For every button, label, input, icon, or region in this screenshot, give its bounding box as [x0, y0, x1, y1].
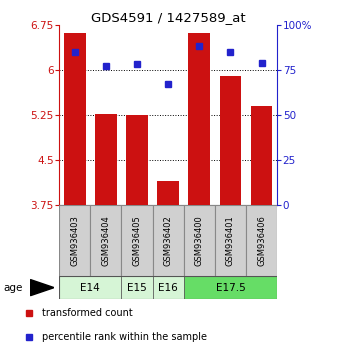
- Polygon shape: [30, 280, 54, 296]
- Bar: [64, 33, 86, 205]
- Bar: [251, 106, 272, 205]
- Text: GSM936403: GSM936403: [70, 215, 79, 266]
- Bar: [121, 276, 152, 299]
- Bar: [59, 205, 90, 276]
- Text: GSM936405: GSM936405: [132, 215, 142, 266]
- Text: age: age: [3, 282, 23, 293]
- Text: GSM936401: GSM936401: [226, 215, 235, 266]
- Text: GSM936400: GSM936400: [195, 215, 204, 266]
- Text: GSM936406: GSM936406: [257, 215, 266, 266]
- Bar: [121, 205, 152, 276]
- Text: E14: E14: [80, 282, 100, 293]
- Bar: [184, 276, 277, 299]
- Bar: [157, 181, 179, 205]
- Text: percentile rank within the sample: percentile rank within the sample: [42, 332, 207, 342]
- Bar: [126, 115, 148, 205]
- Bar: [90, 205, 121, 276]
- Title: GDS4591 / 1427589_at: GDS4591 / 1427589_at: [91, 11, 245, 24]
- Text: transformed count: transformed count: [42, 308, 133, 318]
- Text: E15: E15: [127, 282, 147, 293]
- Text: GSM936402: GSM936402: [164, 215, 173, 266]
- Bar: [59, 276, 121, 299]
- Text: E16: E16: [158, 282, 178, 293]
- Bar: [152, 205, 184, 276]
- Bar: [184, 205, 215, 276]
- Text: E17.5: E17.5: [216, 282, 245, 293]
- Bar: [188, 33, 210, 205]
- Bar: [220, 76, 241, 205]
- Bar: [246, 205, 277, 276]
- Text: GSM936404: GSM936404: [101, 215, 111, 266]
- Bar: [215, 205, 246, 276]
- Bar: [152, 276, 184, 299]
- Bar: [95, 114, 117, 205]
